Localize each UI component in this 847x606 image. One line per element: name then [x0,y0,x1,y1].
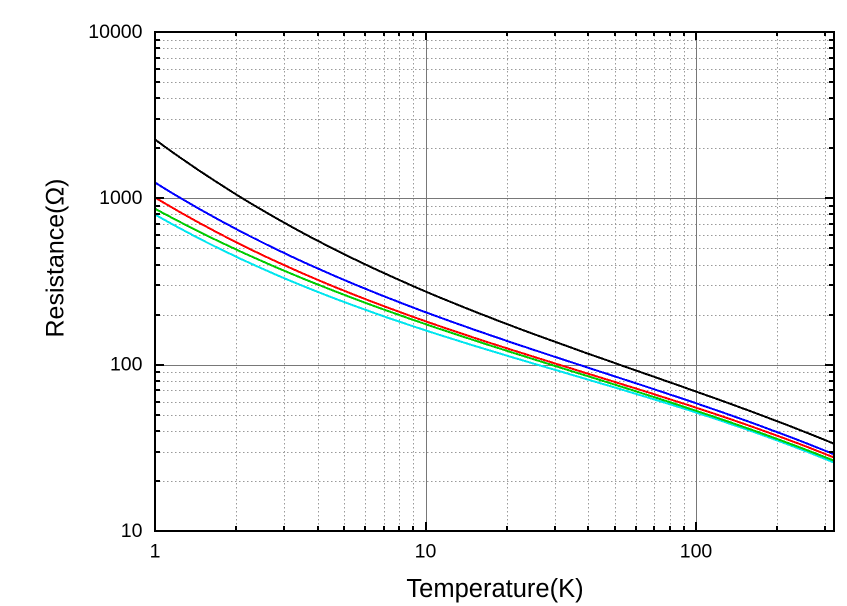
svg-text:1000: 1000 [99,187,143,209]
svg-text:100: 100 [680,540,713,562]
svg-text:Temperature(K): Temperature(K) [406,575,583,603]
svg-text:100: 100 [110,354,143,376]
svg-text:10000: 10000 [88,21,142,43]
svg-text:10: 10 [121,520,143,542]
svg-text:10: 10 [415,540,437,562]
svg-text:Resistance(Ω): Resistance(Ω) [42,178,70,337]
svg-text:1: 1 [150,540,161,562]
